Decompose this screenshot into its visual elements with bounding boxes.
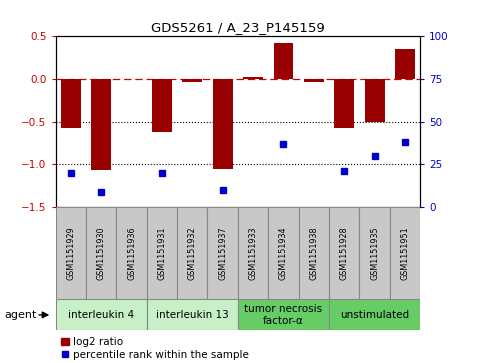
Bar bbox=[238, 207, 268, 299]
Bar bbox=[273, 43, 293, 79]
Text: unstimulated: unstimulated bbox=[340, 310, 409, 320]
Text: GSM1151935: GSM1151935 bbox=[370, 227, 379, 280]
Bar bbox=[268, 207, 298, 299]
Text: GSM1151931: GSM1151931 bbox=[157, 227, 167, 280]
Bar bbox=[243, 77, 263, 79]
Bar bbox=[56, 207, 86, 299]
Bar bbox=[334, 79, 354, 127]
Bar bbox=[152, 79, 172, 132]
Bar bbox=[91, 79, 111, 170]
Bar bbox=[61, 79, 81, 127]
Text: agent: agent bbox=[5, 310, 37, 320]
Bar bbox=[395, 49, 415, 79]
Bar bbox=[177, 207, 208, 299]
Legend: log2 ratio, percentile rank within the sample: log2 ratio, percentile rank within the s… bbox=[61, 337, 249, 360]
Bar bbox=[56, 299, 147, 330]
Bar bbox=[183, 79, 202, 82]
Bar bbox=[329, 299, 420, 330]
Bar bbox=[329, 207, 359, 299]
Text: GSM1151933: GSM1151933 bbox=[249, 227, 257, 280]
Bar bbox=[365, 79, 384, 122]
Bar bbox=[390, 207, 420, 299]
Text: GSM1151930: GSM1151930 bbox=[97, 227, 106, 280]
Text: GSM1151929: GSM1151929 bbox=[66, 226, 75, 280]
Bar bbox=[147, 299, 238, 330]
Bar bbox=[213, 79, 232, 168]
Bar bbox=[147, 207, 177, 299]
Text: interleukin 13: interleukin 13 bbox=[156, 310, 228, 320]
Text: tumor necrosis
factor-α: tumor necrosis factor-α bbox=[244, 304, 323, 326]
Text: GSM1151937: GSM1151937 bbox=[218, 227, 227, 280]
Bar bbox=[116, 207, 147, 299]
Title: GDS5261 / A_23_P145159: GDS5261 / A_23_P145159 bbox=[151, 21, 325, 34]
Text: GSM1151928: GSM1151928 bbox=[340, 227, 349, 280]
Bar bbox=[208, 207, 238, 299]
Text: GSM1151936: GSM1151936 bbox=[127, 227, 136, 280]
Bar bbox=[86, 207, 116, 299]
Text: GSM1151938: GSM1151938 bbox=[309, 227, 318, 280]
Bar bbox=[359, 207, 390, 299]
Text: interleukin 4: interleukin 4 bbox=[68, 310, 134, 320]
Bar bbox=[304, 79, 324, 82]
Bar bbox=[238, 299, 329, 330]
Text: GSM1151932: GSM1151932 bbox=[188, 227, 197, 280]
Text: GSM1151951: GSM1151951 bbox=[400, 227, 410, 280]
Text: GSM1151934: GSM1151934 bbox=[279, 227, 288, 280]
Bar bbox=[298, 207, 329, 299]
